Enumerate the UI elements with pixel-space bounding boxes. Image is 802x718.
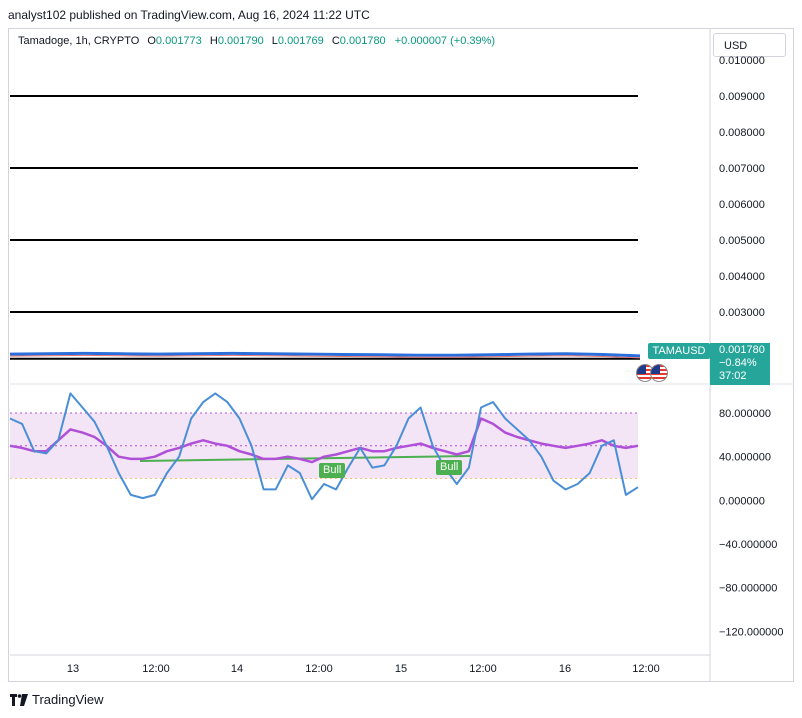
footer: TradingView (10, 692, 104, 707)
time-tick-label: 16 (559, 663, 571, 675)
time-tick-label: 12:00 (142, 663, 170, 675)
osc-tick-label: 40.000000 (719, 452, 771, 464)
close-value: 0.001780 (339, 35, 386, 47)
ohlc-legend: Tamadoge, 1h, CRYPTO O0.001773 H0.001790… (18, 35, 495, 47)
price-tick-label: 0.010000 (719, 55, 765, 67)
osc-tick-label: −40.000000 (719, 539, 777, 551)
low-label: L (271, 35, 278, 47)
price-tick-label: 0.006000 (719, 199, 765, 211)
moving-average-line (9, 354, 641, 359)
last-price: 0.001780 (719, 344, 765, 356)
price-change: −0.84% (719, 357, 757, 369)
low-value: 0.001769 (277, 35, 324, 47)
close-label: C (331, 35, 340, 47)
bull-signal-label: Bull (319, 463, 346, 478)
osc-tick-label: 80.000000 (719, 408, 771, 420)
change-value: +0.000007 (+0.39%) (394, 35, 496, 47)
price-tick-label: 0.005000 (719, 235, 765, 247)
high-label: H (209, 35, 218, 47)
chart-frame (8, 28, 794, 682)
symbol-tag: TAMAUSD (648, 343, 710, 359)
open-label: O (147, 35, 156, 47)
osc-tick-label: −120.000000 (719, 626, 784, 638)
price-tick-label: 0.008000 (719, 127, 765, 139)
osc-tick-label: 0.000000 (719, 495, 765, 507)
time-tick-label: 12:00 (305, 663, 333, 675)
stoch-k-line (9, 392, 639, 501)
bar-countdown: 37:02 (719, 370, 747, 382)
footer-brand: TradingView (32, 692, 104, 707)
us-flag-icon (650, 364, 668, 382)
price-tick-label: 0.004000 (719, 271, 765, 283)
bull-signal-label: Bull (436, 460, 463, 475)
publisher-line: analyst102 published on TradingView.com,… (8, 8, 370, 22)
flags (636, 364, 676, 384)
time-tick-label: 12:00 (469, 663, 497, 675)
price-line (9, 351, 641, 358)
tradingview-logo-icon (10, 693, 28, 706)
price-tag: 0.001780 −0.84% 37:02 (710, 343, 770, 385)
time-tick-label: 12:00 (632, 663, 660, 675)
rsi-line (9, 417, 639, 464)
osc-tick-label: −80.000000 (719, 583, 777, 595)
currency-selector[interactable]: USD (713, 33, 786, 57)
time-tick-label: 14 (231, 663, 243, 675)
open-value: 0.001773 (155, 35, 202, 47)
time-tick-label: 15 (395, 663, 407, 675)
price-tick-label: 0.009000 (719, 91, 765, 103)
support-trend-line (139, 455, 471, 462)
price-badge: TAMAUSD 0.001780 −0.84% 37:02 (648, 343, 770, 385)
symbol-label[interactable]: Tamadoge, 1h, CRYPTO (18, 35, 140, 47)
time-tick-label: 13 (67, 663, 79, 675)
high-value: 0.001790 (217, 35, 264, 47)
price-tick-label: 0.007000 (719, 163, 765, 175)
price-tick-label: 0.003000 (719, 307, 765, 319)
